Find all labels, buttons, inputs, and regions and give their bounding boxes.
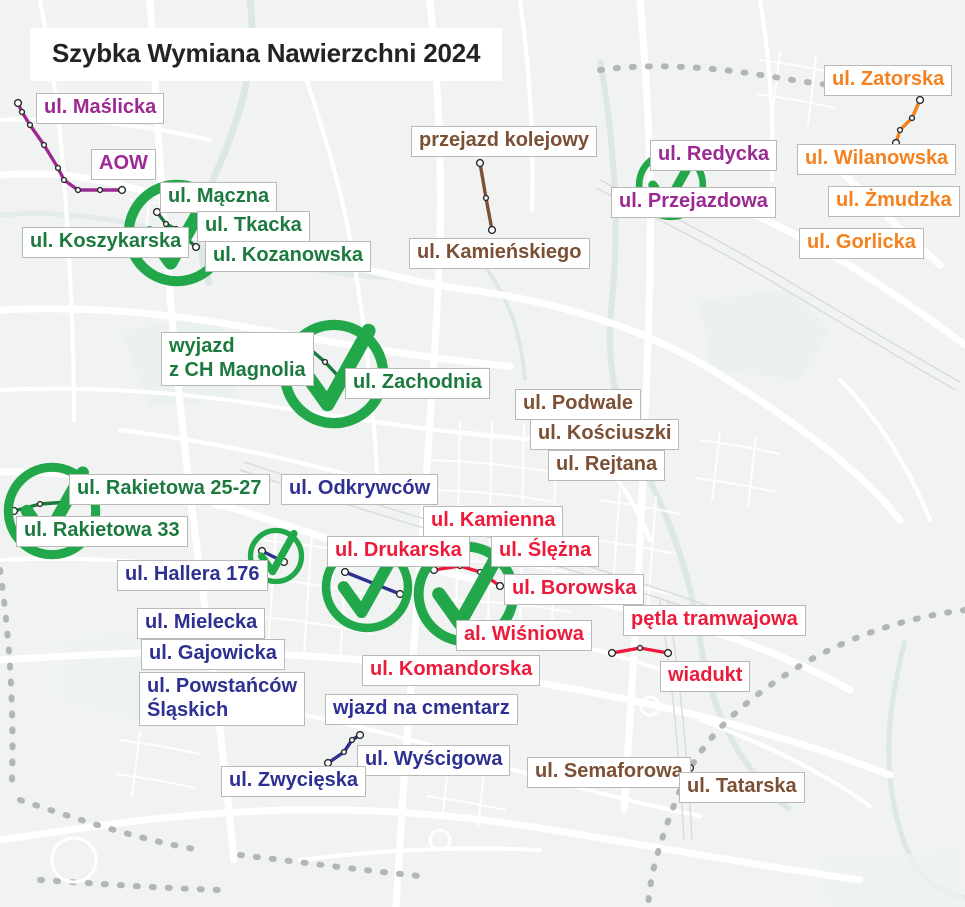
street-label-zachodnia: ul. Zachodnia (345, 368, 490, 399)
street-label-kamienna: ul. Kamienna (423, 506, 564, 537)
page-title: Szybka Wymiana Nawierzchni 2024 (30, 28, 503, 81)
street-label-koszykarska: ul. Koszykarska (22, 227, 190, 258)
street-label-wilanowska: ul. Wilanowska (797, 144, 957, 175)
street-label-kozanowska: ul. Kozanowska (205, 241, 372, 272)
street-label-rakietowa-2527: ul. Rakietowa 25-27 (69, 474, 270, 505)
street-label-redycka: ul. Redycka (650, 140, 778, 171)
street-label-powstancow: ul. Powstańców Śląskich (139, 672, 306, 727)
street-label-slezna: ul. Ślężna (491, 536, 600, 567)
street-label-tatarska: ul. Tatarska (679, 772, 805, 803)
street-label-wjazd-cmentarz: wjazd na cmentarz (325, 694, 518, 725)
street-label-borowska: ul. Borowska (504, 574, 645, 605)
street-label-komandorska: ul. Komandorska (362, 655, 541, 686)
street-label-przejazdowa: ul. Przejazdowa (611, 187, 776, 218)
street-label-odkrywcow: ul. Odkrywców (281, 474, 439, 505)
street-label-semaforowa: ul. Semaforowa (527, 757, 691, 788)
street-label-wyjazd-magnolia: wyjazd z CH Magnolia (161, 332, 314, 387)
street-label-zatorska: ul. Zatorska (824, 65, 953, 96)
street-label-petla-tramwajowa: pętla tramwajowa (623, 605, 806, 636)
street-label-rejtana: ul. Rejtana (548, 450, 666, 481)
street-label-wisniowa: al. Wiśniowa (456, 620, 592, 651)
street-label-drukarska: ul. Drukarska (327, 536, 470, 567)
street-label-zmudzka: ul. Żmudzka (828, 186, 960, 217)
street-label-mielecka: ul. Mielecka (137, 608, 266, 639)
street-label-wiadukt: wiadukt (660, 661, 751, 692)
street-label-zwycieska: ul. Zwycięska (221, 766, 366, 797)
street-label-wyscigowa: ul. Wyścigowa (357, 745, 511, 776)
street-label-tkacka: ul. Tkacka (197, 211, 310, 242)
street-label-przejazd-kolejowy: przejazd kolejowy (411, 126, 598, 157)
street-label-kosciuszki: ul. Kościuszki (530, 419, 680, 450)
street-label-podwale: ul. Podwale (515, 389, 642, 420)
street-label-rakietowa-33: ul. Rakietowa 33 (16, 516, 188, 547)
street-label-gorlicka: ul. Gorlicka (799, 228, 924, 259)
street-label-maslicka: ul. Maślicka (36, 93, 165, 124)
street-label-hallera-176: ul. Hallera 176 (117, 560, 268, 591)
street-label-maczna: ul. Mączna (160, 182, 278, 213)
street-label-gajowicka: ul. Gajowicka (141, 639, 285, 670)
street-label-kamienskiego: ul. Kamieńskiego (409, 238, 590, 269)
street-label-aow: AOW (91, 149, 156, 180)
